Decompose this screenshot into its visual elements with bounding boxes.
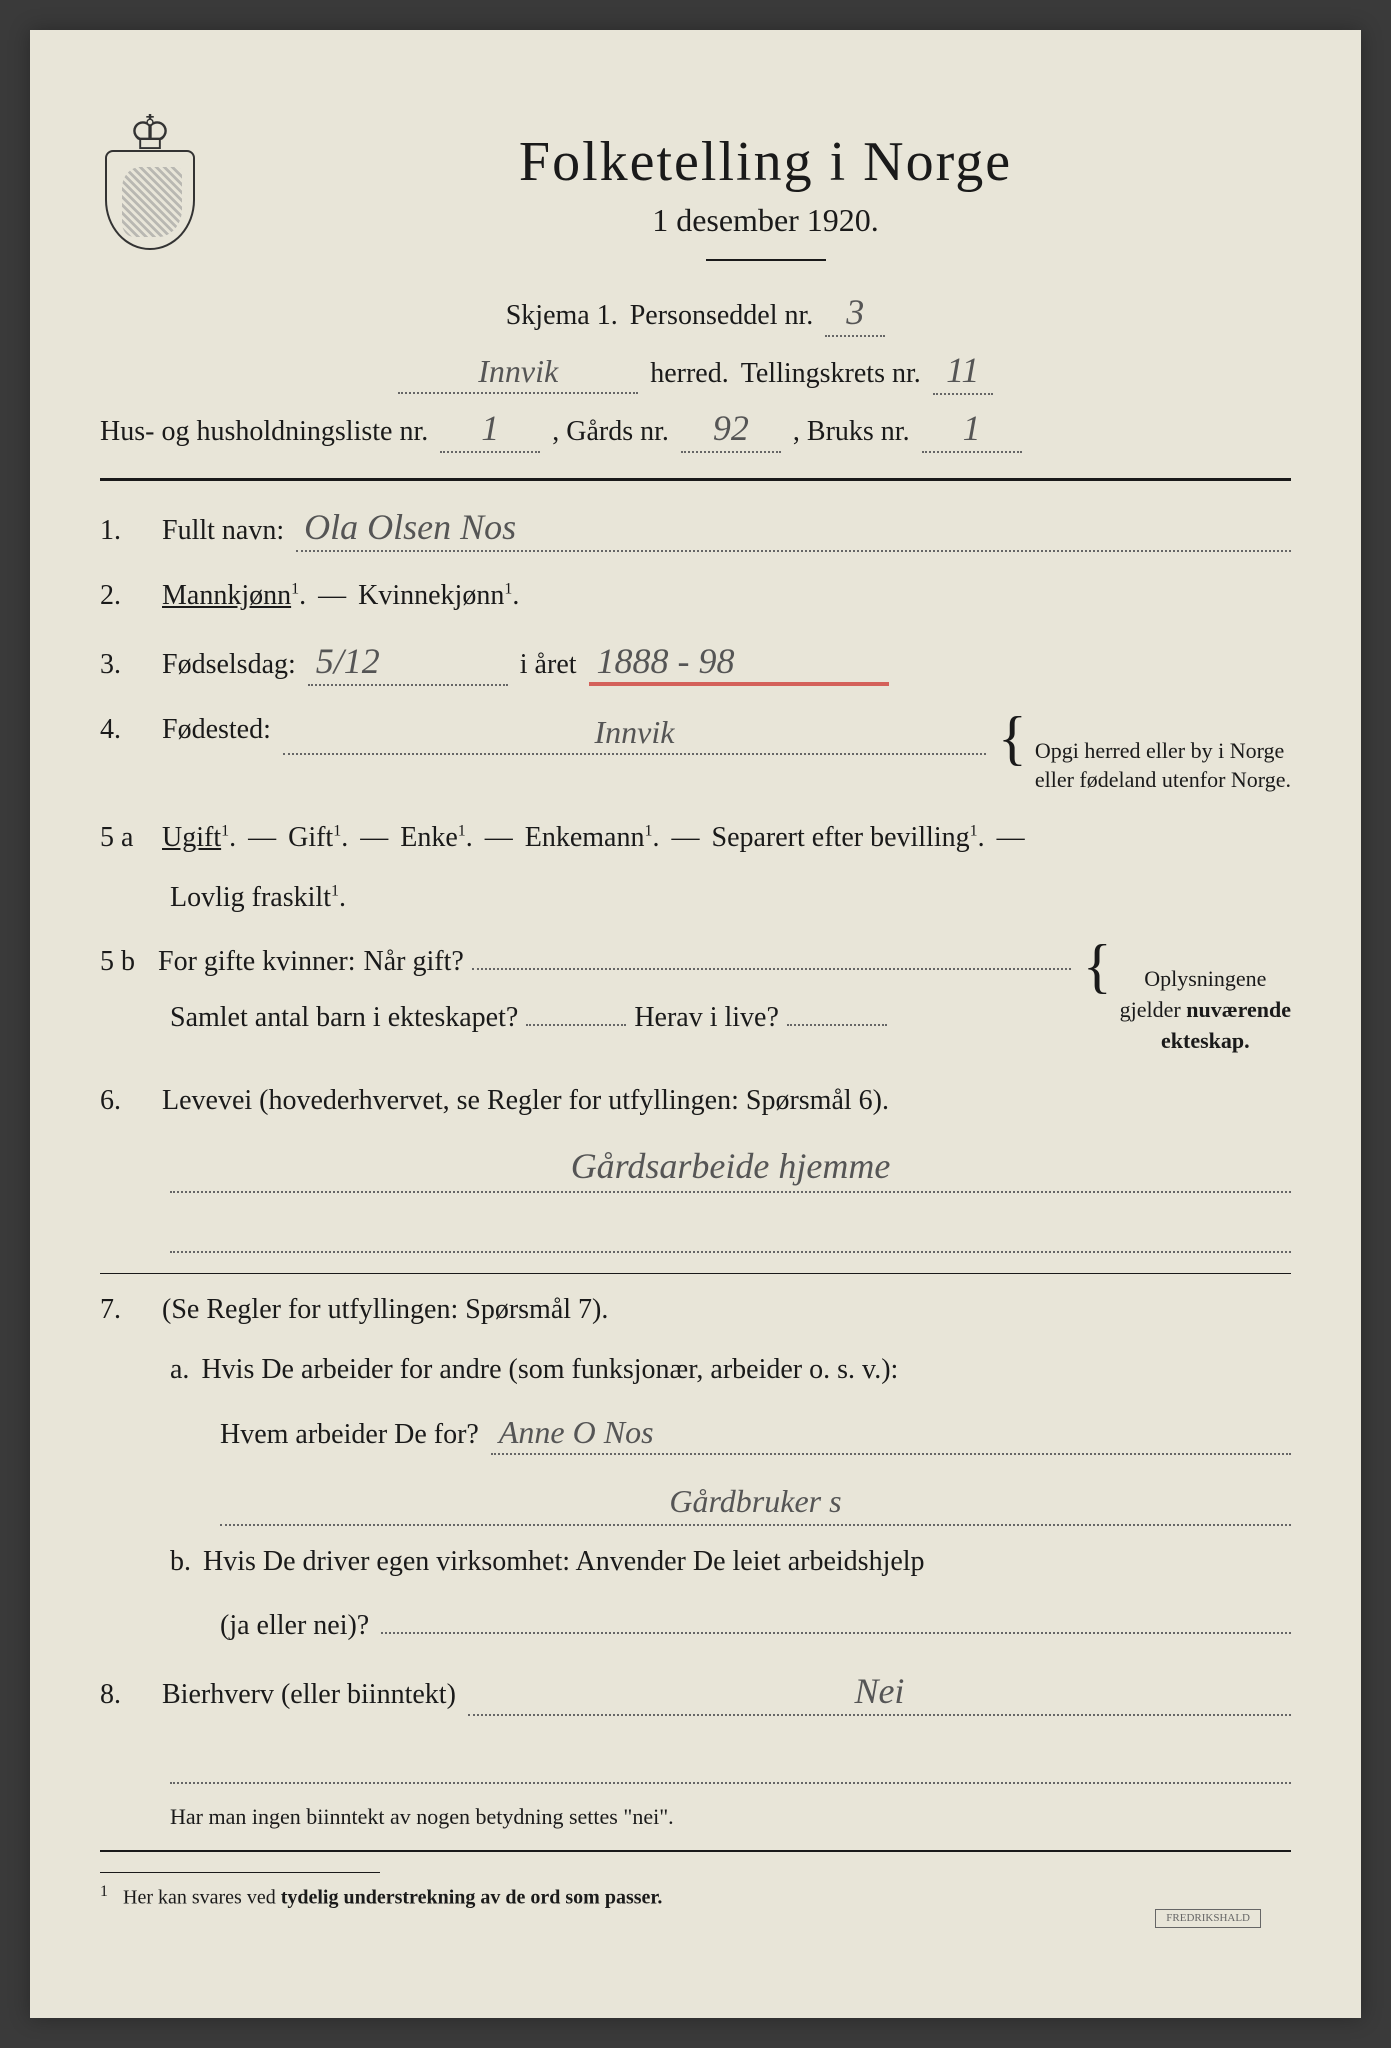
q8-value: Nei: [468, 1670, 1291, 1716]
q7-block: 7. (Se Regler for utfyllingen: Spørsmål …: [100, 1294, 1291, 1642]
q4-row: 4. Fødested: Innvik { Opgi herred eller …: [100, 714, 1291, 794]
q5a-row2: Lovlig fraskilt1.: [170, 882, 1291, 914]
q7a-question: Hvem arbeider De for?: [220, 1419, 479, 1451]
q5b-note-line1: Oplysningene: [1144, 966, 1266, 991]
q2-sep: —: [318, 580, 346, 612]
footnote-num: 1: [100, 1883, 108, 1900]
q6-num: 6.: [100, 1085, 150, 1117]
q7b-label: Hvis De driver egen virksomhet: Anvender…: [203, 1546, 925, 1578]
q5a-num: 5 a: [100, 822, 150, 854]
herred-label: herred.: [650, 358, 729, 390]
q3-row: 3. Fødselsdag: 5/12 i året 1888 - 98: [100, 640, 1291, 686]
q5b-row: 5 b For gifte kvinner: Når gift? Samlet …: [100, 942, 1291, 1056]
q5b-samlet-value: [526, 998, 626, 1026]
q6-empty-line: [170, 1213, 1291, 1253]
q3-year-value: 1888 - 98: [589, 640, 889, 686]
q7-label: (Se Regler for utfyllingen: Spørsmål 7).: [162, 1294, 608, 1326]
personseddel-value: 3: [825, 291, 885, 337]
q7a-label: Hvis De arbeider for andre (som funksjon…: [201, 1354, 898, 1386]
q7b-num: b.: [170, 1546, 191, 1578]
q7a-value2: Gårdbruker s: [220, 1483, 1291, 1526]
herred-value: Innvik: [398, 353, 638, 394]
q8-empty-line: [170, 1744, 1291, 1784]
q5a-enkemann: Enkemann1.: [525, 822, 660, 854]
skjema-label: Skjema 1.: [506, 300, 618, 332]
main-title: Folketelling i Norge: [240, 130, 1291, 194]
q3-day-value: 5/12: [308, 640, 508, 686]
footnote: 1 Her kan svares ved tydelig understrekn…: [100, 1883, 1291, 1910]
q7a-value1: Anne O Nos: [491, 1414, 1291, 1455]
q7b-question: (ja eller nei)?: [220, 1610, 369, 1642]
meta-section: Skjema 1. Personseddel nr. 3 Innvik herr…: [100, 291, 1291, 453]
bruks-value: 1: [922, 407, 1022, 453]
q5b-note-line3: ekteskap.: [1161, 1028, 1250, 1053]
q1-value: Ola Olsen Nos: [296, 506, 1291, 552]
q8-num: 8.: [100, 1679, 150, 1711]
q5b-herav: Herav i live?: [634, 1002, 779, 1034]
main-divider: [100, 478, 1291, 481]
q5a-row: 5 a Ugift1. — Gift1. — Enke1. — Enkemann…: [100, 822, 1291, 854]
q4-bracket-note: { Opgi herred eller by i Norge eller fød…: [998, 714, 1291, 794]
q4-value: Innvik: [283, 714, 986, 755]
tellingskrets-value: 11: [933, 349, 993, 395]
q2-num: 2.: [100, 580, 150, 612]
q5b-nargift: Når gift?: [364, 946, 464, 978]
q6-label: Levevei (hovederhvervet, se Regler for u…: [162, 1085, 889, 1117]
q2-kvinne: Kvinnekjønn1.: [358, 580, 519, 612]
q8-label: Bierhverv (eller biinntekt): [162, 1679, 456, 1711]
q1-row: 1. Fullt navn: Ola Olsen Nos: [100, 506, 1291, 552]
header-section: Folketelling i Norge 1 desember 1920.: [100, 110, 1291, 281]
q5a-ugift: Ugift1.: [162, 822, 236, 854]
q5b-note-line2: gjelder nuværende: [1120, 997, 1291, 1022]
q5a-fraskilt: Lovlig fraskilt1.: [170, 882, 346, 914]
q5b-label: For gifte kvinner:: [158, 946, 356, 978]
q7-num: 7.: [100, 1294, 150, 1326]
section-divider-2: [100, 1850, 1291, 1852]
q5a-gift: Gift1.: [288, 822, 348, 854]
q5b-bracket-note: { Oplysningene gjelder nuværende ekteska…: [1083, 942, 1291, 1056]
q5b-samlet: Samlet antal barn i ekteskapet?: [170, 1002, 518, 1034]
q5b-herav-value: [787, 998, 887, 1026]
q6-row: 6. Levevei (hovederhvervet, se Regler fo…: [100, 1085, 1291, 1117]
printer-stamp: FREDRIKSHALD: [1155, 1909, 1261, 1928]
coat-of-arms-icon: [100, 120, 200, 250]
q5b-nargift-value: [472, 942, 1071, 970]
footnote-text: Her kan svares ved tydelig understreknin…: [113, 1887, 662, 1909]
bruks-label: , Bruks nr.: [793, 416, 910, 448]
gards-label: , Gårds nr.: [552, 416, 669, 448]
hushold-value: 1: [440, 407, 540, 453]
gards-value: 92: [681, 407, 781, 453]
q6-value: Gårdsarbeide hjemme: [170, 1145, 1291, 1193]
q3-year-label: i året: [520, 649, 577, 681]
q4-label: Fødested:: [162, 714, 271, 746]
q5a-separert: Separert efter bevilling1.: [712, 822, 985, 854]
census-form-document: Folketelling i Norge 1 desember 1920. Sk…: [30, 30, 1361, 2018]
q4-num: 4.: [100, 714, 150, 746]
q4-note-line2: eller fødeland utenfor Norge.: [1035, 767, 1291, 792]
title-block: Folketelling i Norge 1 desember 1920.: [240, 110, 1291, 281]
q5a-enke: Enke1.: [400, 822, 473, 854]
q1-num: 1.: [100, 515, 150, 547]
q2-mann: Mannkjønn1.: [162, 580, 306, 612]
tellingskrets-label: Tellingskrets nr.: [741, 358, 921, 390]
q7b-value: [381, 1606, 1291, 1634]
red-underline-mark: [589, 682, 889, 686]
biinntekt-note: Har man ingen biinntekt av nogen betydni…: [170, 1804, 1291, 1830]
q8-row: 8. Bierhverv (eller biinntekt) Nei: [100, 1670, 1291, 1716]
q1-label: Fullt navn:: [162, 515, 284, 547]
subtitle: 1 desember 1920.: [240, 202, 1291, 239]
q2-row: 2. Mannkjønn1. — Kvinnekjønn1.: [100, 580, 1291, 612]
q7a-num: a.: [170, 1354, 189, 1386]
hushold-label: Hus- og husholdningsliste nr.: [100, 416, 428, 448]
q3-label: Fødselsdag:: [162, 649, 296, 681]
footnote-divider: [100, 1872, 380, 1874]
title-divider: [706, 259, 826, 261]
q3-num: 3.: [100, 649, 150, 681]
personseddel-label: Personseddel nr.: [630, 300, 814, 332]
q5b-num: 5 b: [100, 946, 150, 978]
q4-note-line1: Opgi herred eller by i Norge: [1035, 738, 1284, 763]
section-divider-1: [100, 1273, 1291, 1275]
